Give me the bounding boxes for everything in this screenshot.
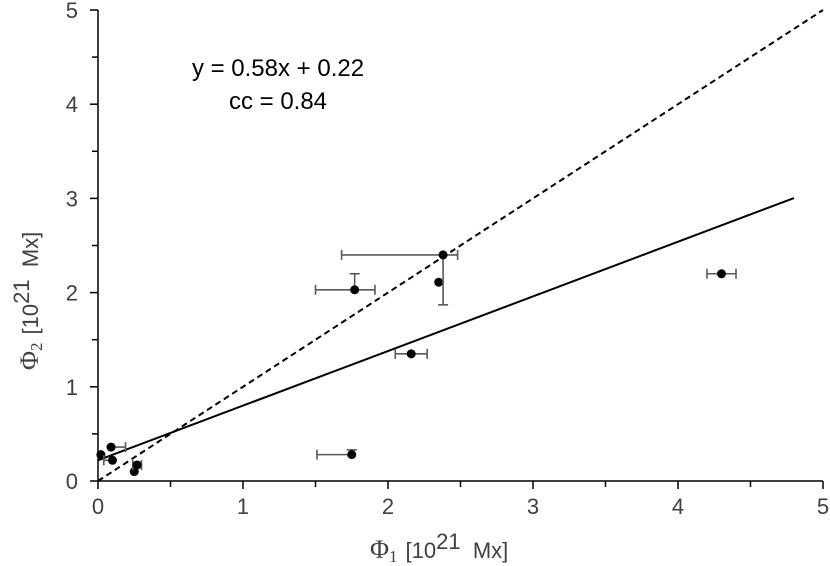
data-point-group (434, 277, 444, 287)
data-point-group (103, 455, 117, 466)
x-axis-symbol: Φ (370, 535, 389, 564)
y-axis-unit-tail: Mx] (18, 232, 43, 280)
x-axis-title: Φ1 [1021 Mx] (370, 529, 508, 566)
data-point-group (106, 442, 127, 453)
x-tick-label: 1 (237, 494, 249, 519)
x-tick-label: 0 (92, 494, 104, 519)
x-axis-subscript: 1 (389, 547, 398, 566)
data-point-group (314, 272, 376, 295)
data-point (350, 285, 360, 295)
data-point-group (340, 249, 459, 306)
y-tick-label: 1 (66, 375, 78, 400)
reference-line-y-equals-x (97, 9, 824, 482)
y-axis-exponent: 21 (9, 279, 34, 303)
y-tick-label: 5 (66, 0, 78, 23)
x-tick-label: 2 (382, 494, 394, 519)
x-tick-label: 3 (527, 494, 539, 519)
data-point-group (316, 449, 357, 460)
data-point-group (706, 268, 737, 279)
x-tick-label: 4 (672, 494, 684, 519)
data-point (406, 349, 416, 359)
y-tick-label: 4 (66, 92, 78, 117)
y-tick-label: 3 (66, 186, 78, 211)
correlation-annotation: cc = 0.84 (229, 88, 327, 115)
y-tick-label: 0 (66, 469, 78, 494)
y-axis-symbol: Φ (15, 351, 44, 370)
data-point (108, 455, 117, 465)
data-point (132, 460, 142, 470)
tick-labels: 0 1 2 3 4 5 0 1 2 3 4 5 (66, 0, 829, 519)
x-axis-exponent: 21 (436, 529, 460, 554)
x-axis-unit-tail: Mx] (461, 538, 509, 563)
data-point-group (132, 459, 143, 470)
fit-equation-annotation: y = 0.58x + 0.22 (192, 55, 364, 82)
fit-line (97, 197, 795, 462)
y-axis-unit: [10 (18, 304, 43, 335)
data-point (434, 277, 444, 287)
data-point (717, 269, 726, 279)
x-axis-unit: [10 (406, 538, 437, 563)
trend-lines (97, 9, 824, 482)
axis-ticks (90, 9, 824, 489)
data-point (347, 450, 357, 460)
data-point (106, 442, 116, 452)
data-points (96, 249, 737, 477)
y-axis-subscript: 2 (27, 342, 46, 351)
data-point-group (394, 348, 428, 359)
y-tick-label: 2 (66, 281, 78, 306)
data-point (438, 250, 448, 260)
x-tick-label: 5 (817, 494, 829, 519)
y-axis-title: Φ2 [1021 Mx] (9, 232, 46, 370)
